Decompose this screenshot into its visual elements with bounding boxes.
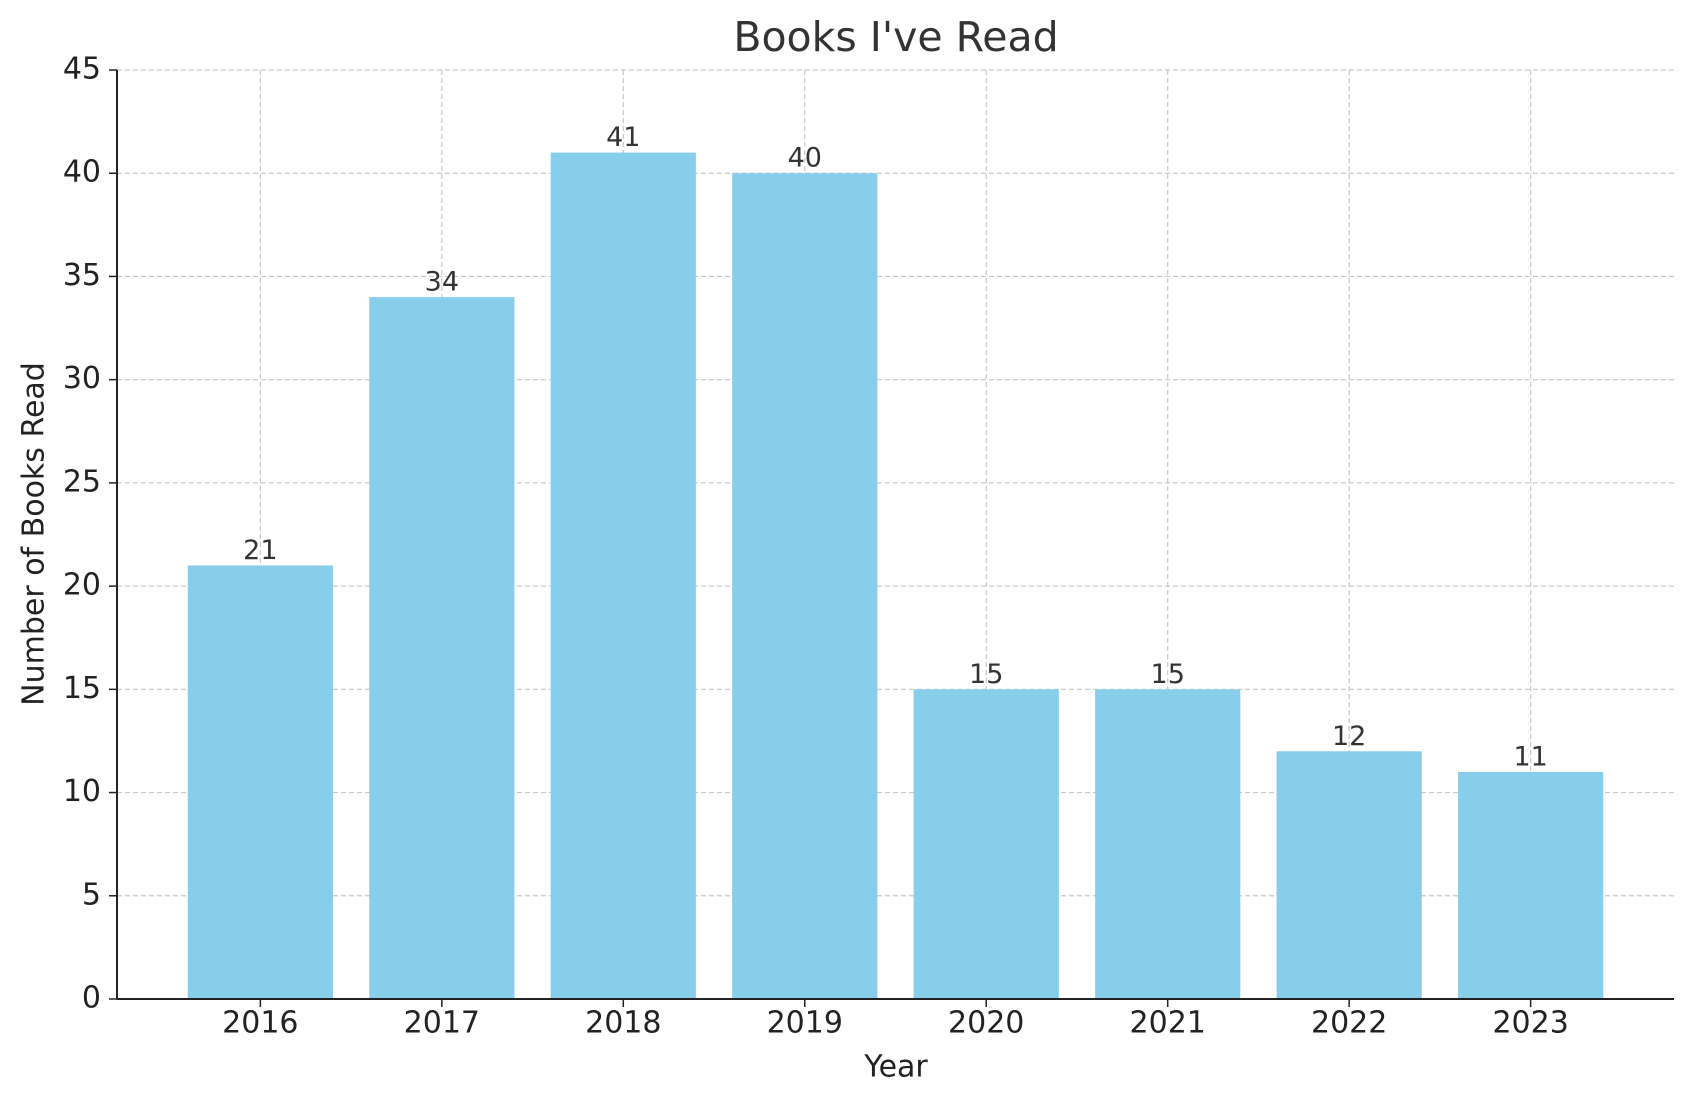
value-label: 11 [1513,741,1547,772]
y-tick-label: 35 [63,258,101,293]
x-tick-label: 2023 [1492,1006,1568,1041]
y-tick-label: 45 [63,52,101,87]
bar [369,297,515,1000]
y-tick-label: 25 [63,464,101,499]
x-axis-title: Year [863,1050,928,1085]
value-label: 15 [969,659,1003,690]
bar [1458,771,1604,999]
y-tick-label: 30 [63,361,101,396]
x-tick-label: 2018 [585,1006,661,1041]
y-tick-label: 10 [63,774,101,809]
x-tick-label: 2022 [1311,1006,1387,1041]
x-tick-label: 2017 [404,1006,480,1041]
x-tick-label: 2020 [948,1006,1024,1041]
y-tick-label: 20 [63,568,101,603]
y-axis-title: Number of Books Read [17,362,52,706]
value-label: 41 [606,122,640,153]
x-tick-label: 2019 [767,1006,843,1041]
value-label: 15 [1151,659,1185,690]
value-label: 40 [788,143,822,174]
value-label: 34 [425,267,459,298]
x-tick-label: 2021 [1130,1006,1206,1041]
y-tick-label: 40 [63,155,101,190]
chart-title: Books I've Read [733,13,1058,61]
value-label: 21 [243,535,277,566]
y-tick-label: 15 [63,671,101,706]
value-label: 12 [1332,721,1366,752]
y-tick-label: 0 [82,981,101,1016]
bar [913,689,1059,999]
y-tick-label: 5 [82,877,101,912]
x-tick-label: 2016 [222,1006,298,1041]
bar [187,565,333,999]
bar [732,173,878,999]
bar [1276,751,1422,999]
bar [550,152,696,1000]
bar [1095,689,1241,999]
